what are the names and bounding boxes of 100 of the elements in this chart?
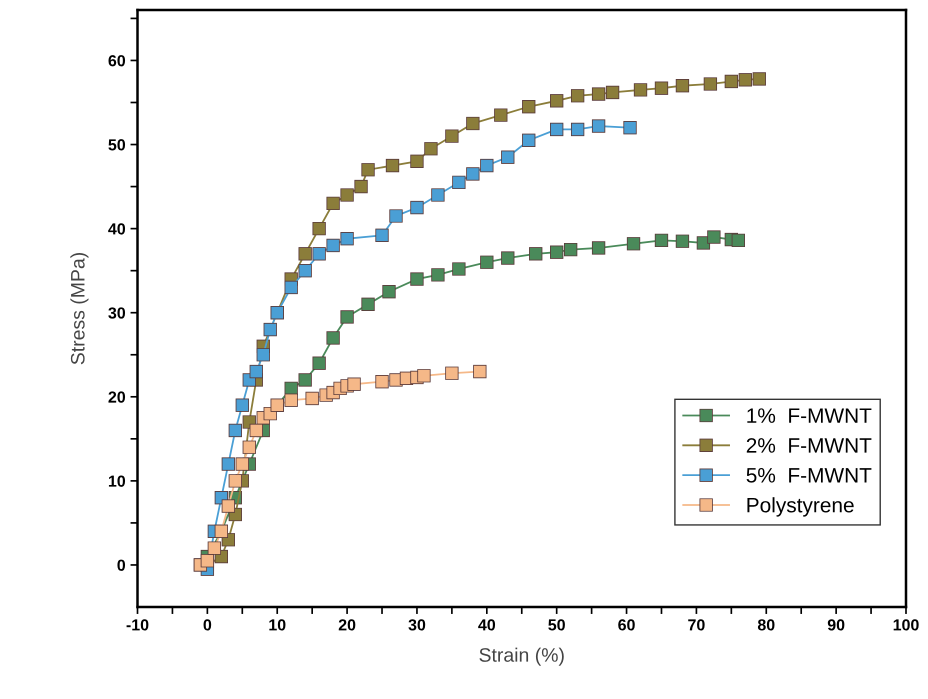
point <box>431 268 445 282</box>
point <box>208 541 222 555</box>
point <box>424 142 438 156</box>
point <box>312 356 326 370</box>
point <box>501 251 514 265</box>
x-tick-label: -10 <box>126 619 148 631</box>
point <box>466 167 480 181</box>
point <box>494 108 508 122</box>
point <box>361 298 375 311</box>
x-tick-label: 60 <box>618 619 635 631</box>
point <box>326 196 340 210</box>
point <box>386 158 400 172</box>
point <box>445 129 459 143</box>
point <box>522 100 536 114</box>
y-tick-label: 0 <box>117 560 126 571</box>
point <box>592 119 606 133</box>
point <box>592 241 606 255</box>
point <box>326 331 340 345</box>
point <box>284 382 298 396</box>
y-tick-label: 40 <box>108 223 126 235</box>
point <box>704 77 718 91</box>
point <box>676 79 690 92</box>
point <box>326 238 340 252</box>
point <box>550 94 564 108</box>
point <box>375 374 389 388</box>
point <box>623 121 637 134</box>
y-tick-label: 10 <box>108 476 126 487</box>
point <box>236 457 249 471</box>
x-tick-label: 90 <box>828 619 844 631</box>
point <box>410 272 424 286</box>
point <box>389 209 403 223</box>
point <box>654 234 668 248</box>
x-tick-label: 80 <box>758 619 774 631</box>
y-tick-label: 50 <box>108 139 126 150</box>
point <box>452 262 466 276</box>
y-tick-label: 30 <box>108 307 126 319</box>
point <box>228 474 242 488</box>
point <box>284 280 298 294</box>
legend-label: 1% F-MWNT <box>747 408 872 423</box>
point <box>529 247 542 261</box>
point <box>417 369 431 382</box>
point <box>222 457 235 471</box>
y-tick-label: 20 <box>108 391 126 403</box>
point <box>473 364 486 378</box>
point <box>410 154 424 168</box>
point <box>250 364 263 378</box>
x-tick-label: 30 <box>408 619 426 631</box>
point <box>298 247 312 261</box>
point <box>564 242 578 256</box>
point <box>724 74 738 88</box>
point <box>570 122 584 136</box>
point <box>340 188 354 202</box>
point <box>242 440 256 454</box>
point <box>445 366 459 380</box>
point <box>305 392 319 406</box>
x-tick-label: 0 <box>204 619 212 631</box>
point <box>522 134 536 147</box>
point <box>312 247 326 261</box>
point <box>382 285 396 298</box>
point <box>592 87 606 101</box>
legend-label: 2% F-MWNT <box>746 438 872 453</box>
x-tick-label: 100 <box>894 619 919 631</box>
point <box>256 348 270 362</box>
point <box>732 234 745 248</box>
point <box>236 398 249 412</box>
legend-label: Polystyrene <box>747 497 854 517</box>
point <box>228 424 242 438</box>
point <box>606 86 620 100</box>
y-tick-label: 60 <box>108 55 126 66</box>
point <box>480 256 494 269</box>
point <box>375 228 389 242</box>
y-axis-title: Stress (MPa) <box>70 252 88 364</box>
point <box>707 230 721 244</box>
point <box>634 83 648 97</box>
point <box>200 554 214 568</box>
point <box>264 322 277 336</box>
point <box>340 310 354 324</box>
x-tick-label: 20 <box>338 619 356 631</box>
point <box>347 378 361 391</box>
x-tick-label: 50 <box>548 619 565 631</box>
x-tick-label: 40 <box>478 619 496 631</box>
point <box>361 163 375 176</box>
point <box>250 424 263 438</box>
point <box>550 245 564 259</box>
x-tick-label: 70 <box>688 619 705 631</box>
point <box>480 158 494 172</box>
point <box>452 176 466 190</box>
point <box>410 200 424 214</box>
point <box>298 373 312 387</box>
legend-label: 5% F-MWNT <box>746 468 872 483</box>
point <box>298 264 312 278</box>
point <box>312 222 326 236</box>
point <box>550 122 564 136</box>
point <box>738 73 752 86</box>
point <box>354 180 368 194</box>
point <box>222 499 235 513</box>
x-tick-label: 10 <box>269 619 286 631</box>
point <box>466 116 480 130</box>
point <box>676 234 690 248</box>
point <box>626 237 640 250</box>
